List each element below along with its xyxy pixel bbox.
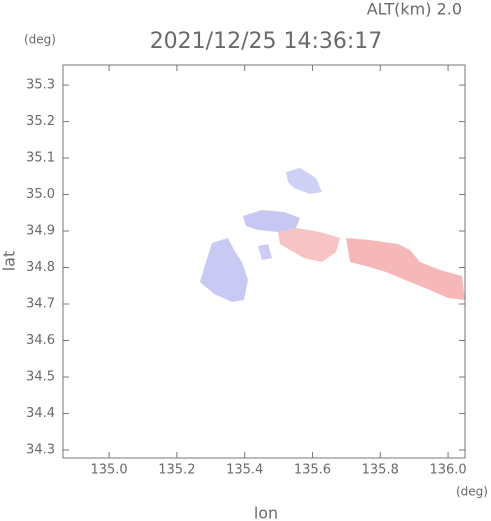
x-tick-label: 135.8 [362, 463, 399, 478]
y-unit: (deg) [24, 33, 56, 47]
y-tick-label: 34.8 [26, 260, 55, 275]
y-tick-label: 35.1 [26, 151, 55, 166]
y-tick-label: 34.7 [26, 297, 55, 312]
chart-title: 2021/12/25 14:36:17 [150, 29, 383, 54]
x-tick-label: 136.0 [429, 463, 466, 478]
y-tick-label: 34.9 [26, 224, 55, 239]
radar-echoes [200, 168, 465, 302]
y-tick-label: 34.6 [26, 333, 55, 348]
y-tick-label: 35.2 [26, 114, 55, 129]
x-tick-label: 135.4 [226, 463, 263, 478]
y-tick-label: 34.3 [26, 442, 55, 457]
echo-receding [346, 238, 465, 300]
y-tick-label: 35.0 [26, 187, 55, 202]
x-tick-label: 135.6 [294, 463, 331, 478]
echo-approaching [258, 244, 272, 260]
echo-approaching [200, 238, 248, 302]
echo-approaching [286, 168, 322, 194]
y-tick-label: 34.4 [26, 406, 55, 421]
x-tick-label: 135.2 [158, 463, 195, 478]
altitude-label: ALT(km) 2.0 [367, 0, 462, 19]
y-tick-label: 35.3 [26, 78, 55, 93]
x-axis-label: lon [254, 504, 278, 521]
echo-receding [278, 228, 340, 262]
y-axis-label: lat [0, 251, 19, 272]
x-unit: (deg) [456, 485, 488, 499]
echo-approaching [243, 210, 300, 232]
plot-frame [62, 64, 466, 459]
x-tick-label: 135.0 [90, 463, 127, 478]
y-tick-label: 34.5 [26, 369, 55, 384]
